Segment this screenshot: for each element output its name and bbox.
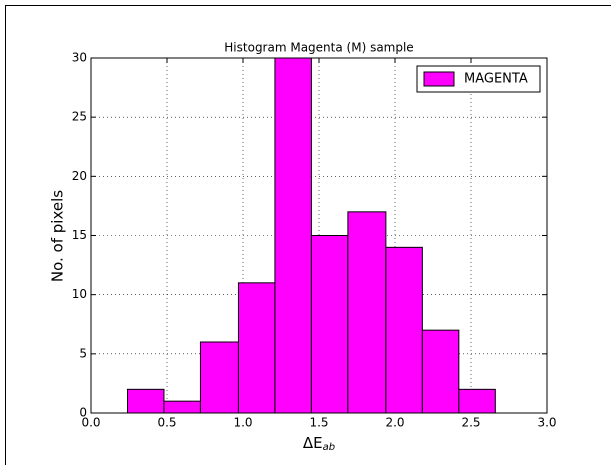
- y-tick-label: 0: [79, 406, 87, 420]
- y-tick-label: 20: [72, 169, 87, 183]
- x-label-base: ΔE: [303, 434, 323, 452]
- y-tick-label: 30: [72, 51, 87, 65]
- chart-title: Histogram Magenta (M) sample: [224, 41, 413, 55]
- bar: [199, 341, 239, 414]
- bar: [126, 388, 165, 414]
- x-label-sub: ab: [323, 442, 335, 453]
- y-tick-label: 25: [72, 110, 87, 124]
- x-tick-label: 0.0: [81, 416, 100, 430]
- bar: [458, 388, 496, 414]
- x-tick-label: 1.5: [309, 416, 328, 430]
- y-axis-label: No. of pixels: [49, 190, 67, 282]
- bar: [347, 211, 387, 414]
- bar: [310, 235, 349, 414]
- x-tick-label: 2.0: [385, 416, 404, 430]
- x-tick-label: 0.5: [157, 416, 176, 430]
- bar: [274, 57, 312, 414]
- y-tick-label: 15: [72, 228, 87, 242]
- legend-swatch: [423, 71, 455, 87]
- y-tick-label: 5: [79, 346, 87, 360]
- x-tick-label: 2.5: [461, 416, 480, 430]
- x-tick-label: 3.0: [537, 416, 556, 430]
- plot-frame: [90, 57, 548, 414]
- bar: [163, 400, 201, 414]
- y-tick-label: 10: [72, 287, 87, 301]
- bar: [385, 246, 423, 414]
- bar: [421, 329, 460, 414]
- x-axis-label: ΔEab: [303, 434, 335, 454]
- figure-frame: [5, 5, 611, 465]
- legend-label: MAGENTA: [464, 72, 528, 87]
- bar: [237, 282, 276, 414]
- x-tick-label: 1.0: [233, 416, 252, 430]
